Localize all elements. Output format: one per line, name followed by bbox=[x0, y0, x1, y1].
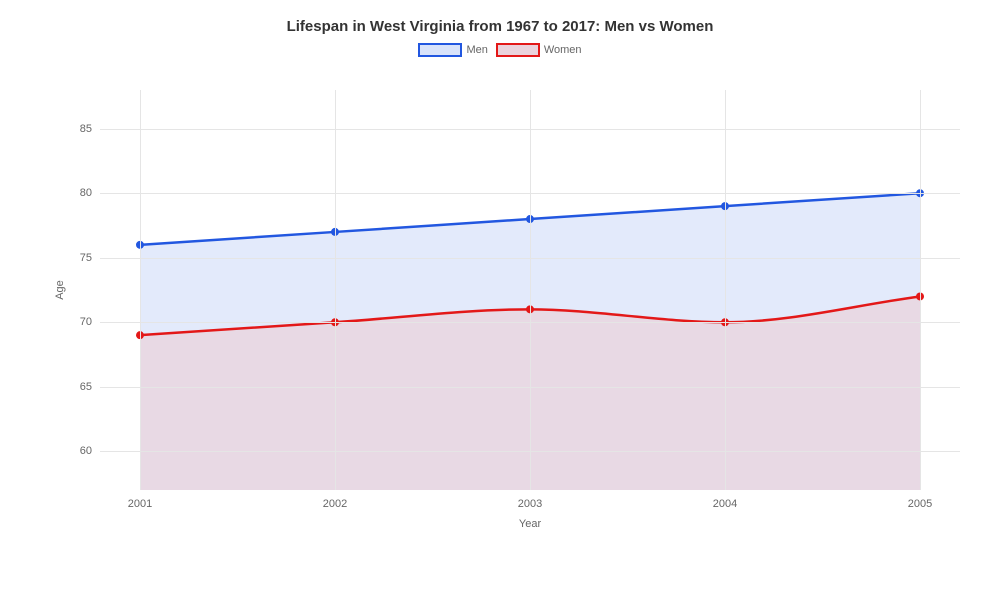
legend: Men Women bbox=[0, 43, 1000, 67]
grid-line-vertical bbox=[920, 90, 921, 490]
grid-line-horizontal bbox=[100, 322, 960, 323]
y-tick-label: 85 bbox=[62, 123, 92, 135]
y-tick-label: 60 bbox=[62, 445, 92, 457]
plot-area: Age Year 2001200220032004200560657075808… bbox=[100, 90, 960, 490]
grid-line-vertical bbox=[335, 90, 336, 490]
legend-item-women: Women bbox=[496, 43, 582, 57]
legend-swatch-women bbox=[496, 43, 540, 57]
x-axis-title: Year bbox=[519, 518, 541, 530]
legend-label-men: Men bbox=[466, 44, 487, 56]
grid-line-vertical bbox=[530, 90, 531, 490]
x-tick-label: 2004 bbox=[713, 498, 737, 510]
x-tick-label: 2002 bbox=[323, 498, 347, 510]
grid-line-horizontal bbox=[100, 129, 960, 130]
y-tick-label: 75 bbox=[62, 252, 92, 264]
x-tick-label: 2001 bbox=[128, 498, 152, 510]
y-tick-label: 80 bbox=[62, 187, 92, 199]
y-axis-title: Age bbox=[54, 280, 66, 300]
grid-line-horizontal bbox=[100, 387, 960, 388]
x-tick-label: 2003 bbox=[518, 498, 542, 510]
legend-swatch-men bbox=[418, 43, 462, 57]
x-tick-label: 2005 bbox=[908, 498, 932, 510]
y-tick-label: 65 bbox=[62, 381, 92, 393]
grid-line-vertical bbox=[140, 90, 141, 490]
y-tick-label: 70 bbox=[62, 316, 92, 328]
legend-label-women: Women bbox=[544, 44, 582, 56]
chart-container: Lifespan in West Virginia from 1967 to 2… bbox=[0, 0, 1000, 600]
legend-item-men: Men bbox=[418, 43, 487, 57]
grid-line-vertical bbox=[725, 90, 726, 490]
grid-line-horizontal bbox=[100, 258, 960, 259]
chart-title: Lifespan in West Virginia from 1967 to 2… bbox=[0, 0, 1000, 43]
grid-line-horizontal bbox=[100, 451, 960, 452]
plot-wrap: Age Year 2001200220032004200560657075808… bbox=[60, 90, 960, 530]
grid-line-horizontal bbox=[100, 193, 960, 194]
